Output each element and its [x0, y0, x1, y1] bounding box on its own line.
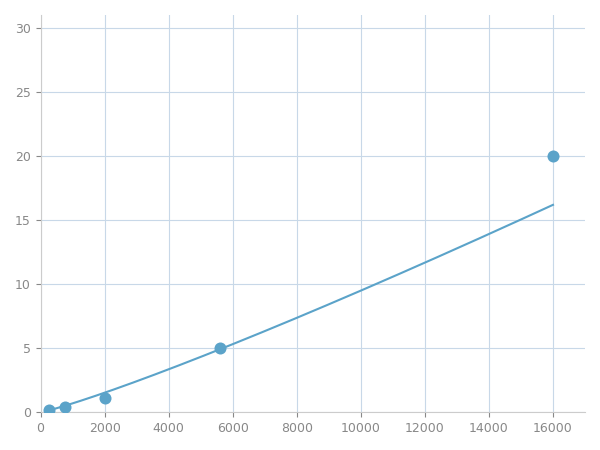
Point	[215, 345, 225, 352]
Point	[60, 404, 70, 411]
Point	[44, 406, 53, 413]
Point	[548, 153, 558, 160]
Point	[100, 395, 109, 402]
